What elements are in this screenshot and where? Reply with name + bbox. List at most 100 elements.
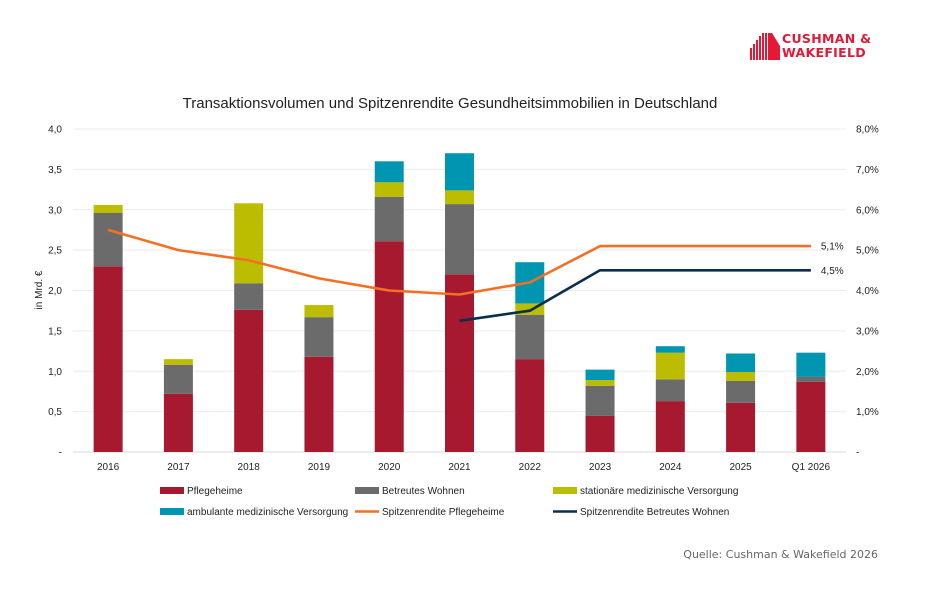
bar-segment — [585, 385, 615, 416]
y2-tick-label: - — [856, 448, 859, 459]
bar-segment — [234, 283, 264, 310]
legend-label: Betreutes Wohnen — [382, 486, 465, 497]
bar-segment — [374, 196, 404, 242]
source-note: Quelle: Cushman & Wakefield 2026 — [683, 548, 878, 561]
bar-segment — [655, 346, 685, 353]
series-line — [459, 269, 811, 323]
bar-segment — [726, 380, 756, 403]
legend: Pflegeheime Betreutes Wohnen stationäre me… — [160, 486, 738, 518]
legend-item: ambulante medizinische Versorgung — [160, 507, 348, 518]
logo-line2: WAKEFIELD — [782, 45, 866, 60]
y2-tick-label: 3,0% — [856, 326, 879, 337]
bar-segment — [585, 380, 615, 386]
bar-segment — [374, 182, 404, 197]
y-tick-label: 1,5 — [48, 326, 62, 337]
legend-item: Spitzenrendite Pflegeheime — [355, 507, 505, 518]
chart-title: Transaktionsvolumen und Spitzenrendite G… — [183, 95, 718, 112]
x-tick-label: 2023 — [589, 462, 612, 473]
bar-segment — [726, 372, 756, 381]
bar-segment — [163, 359, 193, 365]
legend-swatch — [160, 487, 184, 494]
bar-segment — [374, 241, 404, 452]
bar-segment — [726, 402, 756, 452]
line-end-label: 5,1% — [821, 242, 844, 253]
lines: 5,1% 4,5% — [107, 228, 844, 323]
x-tick-label: 2024 — [659, 462, 682, 473]
x-tick-label: 2016 — [97, 462, 120, 473]
legend-item: Pflegeheime — [160, 486, 243, 497]
bars — [93, 153, 826, 452]
x-tick-label: Q1 2026 — [792, 462, 831, 473]
y2-tick-label: 4,0% — [856, 286, 879, 297]
bar-segment — [585, 415, 615, 452]
y-tick-label: 3,0 — [48, 205, 62, 216]
x-tick-label: 2020 — [378, 462, 401, 473]
bar-segment — [655, 401, 685, 452]
bar-segment — [304, 305, 334, 318]
x-tick-label: 2021 — [448, 462, 471, 473]
bar-segment — [655, 352, 685, 380]
y-tick-label: 3,5 — [48, 165, 62, 176]
y2-tick-label: 1,0% — [856, 407, 879, 418]
bar-segment — [93, 212, 123, 267]
y-axis-label: in Mrd. € — [34, 270, 45, 309]
legend-label: Pflegeheime — [187, 486, 243, 497]
y-tick-label: 4,0 — [48, 125, 62, 136]
bar-segment — [585, 369, 615, 381]
x-axis: 2016 2017 2018 2019 2020 2021 2022 2023 2024 2025… — [97, 462, 830, 473]
bar-segment — [93, 204, 123, 213]
bar-segment — [655, 379, 685, 402]
cushman-wakefield-logo: CUSHMAN & WAKEFIELD — [750, 30, 890, 66]
y-tick-label: 1,0 — [48, 367, 62, 378]
bar-segment — [796, 352, 826, 377]
bar-segment — [796, 381, 826, 452]
legend-label: Spitzenrendite Betreutes Wohnen — [580, 507, 729, 518]
bar-segment — [304, 356, 334, 452]
logo-building-icon — [750, 33, 780, 60]
x-tick-label: 2019 — [308, 462, 331, 473]
bar-segment — [163, 364, 193, 394]
bar-segment — [445, 190, 474, 205]
bar-segment — [234, 309, 264, 452]
legend-swatch — [553, 487, 577, 494]
y-tick-label: 0,5 — [48, 407, 62, 418]
x-tick-label: 2018 — [238, 462, 261, 473]
y2-tick-label: 8,0% — [856, 125, 879, 136]
legend-swatch — [355, 487, 379, 494]
bar-segment — [796, 376, 826, 382]
logo-line1: CUSHMAN & — [782, 31, 872, 46]
legend-item: stationäre medizinische Versorgung — [553, 486, 738, 497]
bar-segment — [445, 204, 474, 275]
bar-segment — [515, 314, 545, 360]
x-tick-label: 2017 — [167, 462, 190, 473]
legend-label: stationäre medizinische Versorgung — [580, 486, 738, 497]
legend-item: Spitzenrendite Betreutes Wohnen — [553, 507, 729, 518]
y-tick-label: 2,5 — [48, 246, 62, 257]
y-tick-label: - — [59, 448, 62, 459]
bar-segment — [93, 266, 123, 452]
legend-label: Spitzenrendite Pflegeheime — [382, 507, 505, 518]
legend-label: ambulante medizinische Versorgung — [187, 507, 348, 518]
x-tick-label: 2022 — [519, 462, 542, 473]
y-tick-label: 2,0 — [48, 286, 62, 297]
bar-segment — [515, 303, 545, 315]
bar-segment — [163, 393, 193, 452]
y2-tick-label: 6,0% — [856, 205, 879, 216]
bar-segment — [515, 359, 545, 452]
series-line — [107, 228, 811, 296]
y2-tick-label: 5,0% — [856, 246, 879, 257]
x-tick-label: 2025 — [729, 462, 752, 473]
y-axis-right: - 1,0% 2,0% 3,0% 4,0% 5,0% 6,0% 7,0% 8,0% — [856, 125, 879, 459]
y-axis-left: - 0,5 1,0 1,5 2,0 2,5 3,0 3,5 4,0 — [48, 125, 62, 459]
y2-tick-label: 2,0% — [856, 367, 879, 378]
legend-item: Betreutes Wohnen — [355, 486, 465, 497]
bar-segment — [304, 317, 334, 357]
bar-segment — [726, 353, 756, 373]
y2-tick-label: 7,0% — [856, 165, 879, 176]
bar-segment — [445, 274, 474, 452]
bar-segment — [445, 153, 474, 191]
bar-segment — [234, 203, 264, 284]
legend-swatch — [160, 508, 184, 515]
bar-segment — [374, 161, 404, 183]
